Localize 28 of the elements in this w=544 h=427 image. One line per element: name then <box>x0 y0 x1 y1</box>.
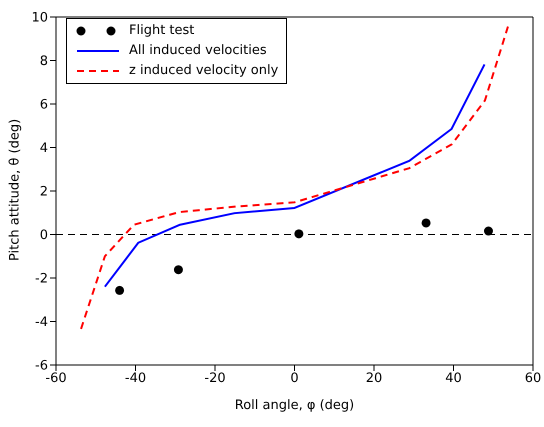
y-tick-label: -6 <box>35 358 48 374</box>
y-tick-label: 2 <box>40 184 48 200</box>
line-series <box>104 63 486 288</box>
x-tick-label: -40 <box>124 371 146 386</box>
y-tick-label: 10 <box>31 10 48 26</box>
point <box>294 229 304 238</box>
x-tick-label: 0 <box>290 371 299 386</box>
y-tick-label: 6 <box>40 98 48 113</box>
point <box>174 265 183 274</box>
point <box>484 226 493 236</box>
x-tick-label: 20 <box>366 371 382 386</box>
legend-label: All induced velocities <box>129 42 267 60</box>
y-tick-label: 4 <box>40 141 48 156</box>
y-tick-label: 0 <box>40 228 48 244</box>
y-tick-label: 8 <box>40 54 48 70</box>
y-tick-label: -4 <box>35 315 48 330</box>
x-axis-title: Roll angle, φ (deg) <box>234 398 354 413</box>
point <box>115 286 124 295</box>
legend-label: z induced velocity only <box>129 62 278 80</box>
line-series <box>80 26 509 330</box>
y-axis-title: Pitch attitude, θ (deg) <box>8 118 23 261</box>
y-tick-label: -2 <box>35 272 48 287</box>
x-tick-label: 40 <box>445 371 462 386</box>
x-tick-label: -20 <box>204 371 226 386</box>
point <box>422 218 431 228</box>
legend-label: Flight test <box>129 22 194 40</box>
x-tick-label: 60 <box>524 371 542 386</box>
x-tick-label: -60 <box>45 371 67 386</box>
